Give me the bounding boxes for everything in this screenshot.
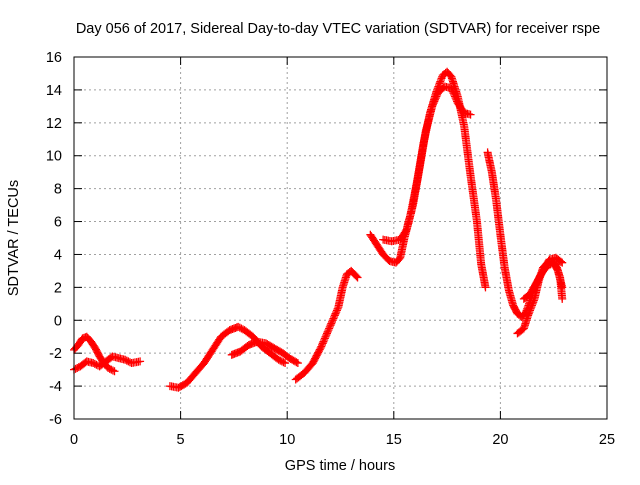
chart-title: Day 056 of 2017, Sidereal Day-to-day VTE… — [76, 21, 600, 37]
x-tick-label: 20 — [492, 432, 508, 448]
data-point — [110, 367, 119, 376]
series-segment — [227, 337, 302, 368]
data-point — [293, 359, 302, 368]
y-axis-label: SDTVAR / TECUs — [6, 180, 22, 296]
data-point — [108, 366, 117, 375]
data-point — [352, 272, 361, 281]
x-tick-label: 10 — [279, 432, 295, 448]
x-axis-label: GPS time / hours — [285, 458, 395, 474]
grid — [74, 57, 607, 419]
series-segment — [519, 253, 567, 303]
y-tick-label: 16 — [46, 50, 62, 66]
y-tick-label: 2 — [54, 280, 62, 296]
data-point — [281, 359, 290, 368]
y-tick-label: -4 — [49, 379, 62, 395]
y-tick-label: 12 — [46, 116, 62, 132]
x-tick-label: 0 — [70, 432, 78, 448]
y-tick-label: 6 — [54, 215, 62, 231]
data-series — [70, 67, 567, 392]
plot-frame — [73, 56, 608, 420]
series-segment — [165, 322, 290, 392]
series-segment — [291, 266, 362, 384]
series-segment — [70, 352, 145, 374]
x-tick-label: 5 — [177, 432, 185, 448]
axis-ticks — [73, 56, 608, 420]
data-point — [481, 283, 490, 292]
data-point — [466, 110, 475, 119]
x-tick-label: 25 — [599, 432, 615, 448]
data-point — [136, 357, 145, 366]
y-tick-label: 14 — [46, 83, 62, 99]
data-point — [279, 358, 288, 367]
data-point — [556, 257, 565, 266]
y-tick-label: 4 — [54, 247, 62, 263]
y-tick-label: 8 — [54, 182, 62, 198]
series-segment — [379, 82, 475, 246]
y-tick-label: -2 — [49, 346, 62, 362]
data-point — [558, 294, 567, 303]
y-tick-label: 10 — [46, 149, 62, 165]
series-segment — [366, 67, 490, 292]
data-point — [353, 273, 362, 282]
data-point — [292, 358, 301, 367]
y-tick-label: 0 — [54, 313, 62, 329]
tick-labels: 0 5 10 15 20 25 -6 -4 -2 0 2 4 6 8 10 12 14 16 — [46, 50, 615, 448]
x-tick-label: 15 — [386, 432, 402, 448]
data-point — [558, 258, 567, 267]
series-group — [70, 67, 567, 392]
y-tick-label: -6 — [49, 412, 62, 428]
